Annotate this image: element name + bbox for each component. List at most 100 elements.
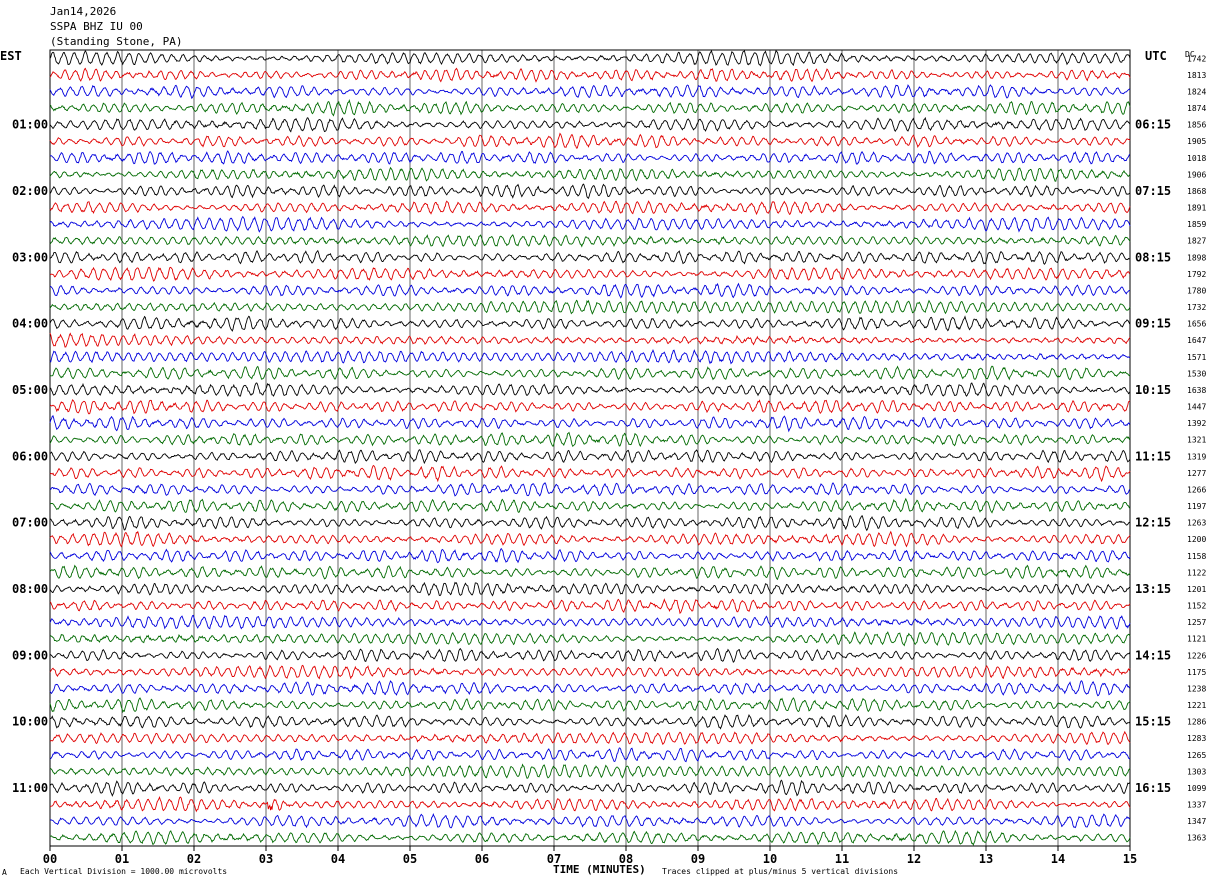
dc-offset-label: 1175 xyxy=(1187,668,1206,677)
dc-offset-label: 1656 xyxy=(1187,320,1206,329)
seismic-trace xyxy=(49,631,1131,647)
x-tick-label: 06 xyxy=(475,852,489,866)
dc-offset-label: 1337 xyxy=(1187,801,1206,810)
utc-hour-label: 13:15 xyxy=(1135,582,1171,596)
est-hour-label: 03:00 xyxy=(12,250,48,264)
x-tick-label: 08 xyxy=(619,852,633,866)
seismic-trace xyxy=(49,680,1130,697)
utc-hour-label: 06:15 xyxy=(1135,118,1171,132)
dc-offset-label: 1780 xyxy=(1187,286,1206,295)
dc-offset-label: 1303 xyxy=(1187,767,1206,776)
seismic-trace xyxy=(49,431,1131,448)
dc-offset-label: 1392 xyxy=(1187,419,1206,428)
dc-offset-label: 1824 xyxy=(1187,87,1206,96)
seismic-trace xyxy=(49,166,1131,182)
dc-offset-label: 1197 xyxy=(1187,502,1206,511)
seismic-trace xyxy=(49,150,1130,165)
seismic-trace xyxy=(49,614,1131,630)
dc-offset-label: 1571 xyxy=(1187,353,1206,362)
seismic-trace xyxy=(49,200,1131,216)
dc-offset-label: 1158 xyxy=(1187,552,1206,561)
x-tick-label: 00 xyxy=(43,852,57,866)
seismic-trace xyxy=(49,332,1131,348)
dc-offset-label: 1122 xyxy=(1187,568,1206,577)
dc-offset-label: 1286 xyxy=(1187,718,1206,727)
x-tick-label: 05 xyxy=(403,852,417,866)
x-axis-title: TIME (MINUTES) xyxy=(553,863,646,876)
x-tick-label: 03 xyxy=(259,852,273,866)
seismic-trace xyxy=(49,813,1131,829)
seismic-trace xyxy=(49,697,1131,713)
seismic-trace xyxy=(49,515,1131,532)
est-hour-label: 11:00 xyxy=(12,781,48,795)
dc-offset-label: 1868 xyxy=(1187,187,1206,196)
utc-hour-label: 16:15 xyxy=(1135,781,1171,795)
est-hour-label: 02:00 xyxy=(12,184,48,198)
dc-offset-label: 1226 xyxy=(1187,651,1206,660)
dc-offset-label: 1200 xyxy=(1187,535,1206,544)
seismic-trace xyxy=(49,67,1131,83)
seismic-trace xyxy=(49,795,1131,813)
x-tick-label: 11 xyxy=(835,852,849,866)
utc-hour-label: 11:15 xyxy=(1135,449,1171,463)
utc-hour-label: 14:15 xyxy=(1135,648,1171,662)
seismic-trace xyxy=(49,664,1131,680)
dc-offset-label: 1201 xyxy=(1187,585,1206,594)
x-tick-label: 07 xyxy=(547,852,561,866)
x-tick-label: 01 xyxy=(115,852,129,866)
utc-hour-label: 12:15 xyxy=(1135,516,1171,530)
x-tick-label: 13 xyxy=(979,852,993,866)
dc-offset-label: 1121 xyxy=(1187,635,1206,644)
est-hour-label: 05:00 xyxy=(12,383,48,397)
seismic-trace xyxy=(49,116,1131,133)
seismic-trace xyxy=(49,581,1131,597)
seismic-trace xyxy=(49,282,1131,299)
x-tick-label: 10 xyxy=(763,852,777,866)
utc-hour-label: 15:15 xyxy=(1135,715,1171,729)
est-hour-label: 06:00 xyxy=(12,449,48,463)
dc-offset-label: 1283 xyxy=(1187,734,1206,743)
seismic-trace xyxy=(49,763,1131,779)
clip-note: Traces clipped at plus/minus 5 vertical … xyxy=(662,867,899,876)
seismic-trace xyxy=(49,779,1131,797)
dc-offset-label: 1257 xyxy=(1187,618,1206,627)
seismic-trace xyxy=(49,829,1131,846)
x-tick-label: 12 xyxy=(907,852,921,866)
seismic-trace xyxy=(49,399,1131,415)
dc-offset-label: 1856 xyxy=(1187,121,1206,130)
dc-offset-label: 1905 xyxy=(1187,137,1206,146)
dc-offset-label: 1891 xyxy=(1187,204,1206,213)
dc-offset-label: 1221 xyxy=(1187,701,1206,710)
seismic-trace xyxy=(49,747,1131,763)
seismic-trace xyxy=(49,49,1131,67)
seismic-trace xyxy=(49,564,1131,581)
x-tick-label: 14 xyxy=(1051,852,1065,866)
utc-hour-label: 09:15 xyxy=(1135,317,1171,331)
dc-offset-label: 1732 xyxy=(1187,303,1206,312)
dc-offset-label: 1859 xyxy=(1187,220,1206,229)
est-hour-label: 09:00 xyxy=(12,648,48,662)
date-label: Jan14,2026 xyxy=(50,5,117,18)
seismic-trace xyxy=(49,415,1131,433)
est-hour-label: 08:00 xyxy=(12,582,48,596)
location-label: (Standing Stone, PA) xyxy=(50,35,183,48)
plot-frame xyxy=(49,49,1131,847)
dc-offset-label: 1152 xyxy=(1187,602,1206,611)
dc-offset-label: 1447 xyxy=(1187,403,1206,412)
seismic-trace xyxy=(49,598,1131,615)
est-hour-label: 04:00 xyxy=(12,317,48,331)
x-tick-label: 15 xyxy=(1123,852,1137,866)
seismic-trace xyxy=(49,349,1131,365)
seismic-trace xyxy=(49,548,1131,564)
dc-offset-label: 1530 xyxy=(1187,369,1206,378)
seismic-trace xyxy=(49,530,1131,548)
dc-offset-label: 1099 xyxy=(1187,784,1206,793)
x-tick-label: 09 xyxy=(691,852,705,866)
seismic-trace xyxy=(50,714,1131,730)
seismic-trace xyxy=(49,730,1131,745)
seismic-trace xyxy=(49,481,1131,497)
dc-offset-label: 1647 xyxy=(1187,336,1206,345)
seismic-trace xyxy=(49,365,1131,381)
dc-offset-label: 1827 xyxy=(1187,237,1206,246)
est-axis-label: EST xyxy=(0,49,22,63)
